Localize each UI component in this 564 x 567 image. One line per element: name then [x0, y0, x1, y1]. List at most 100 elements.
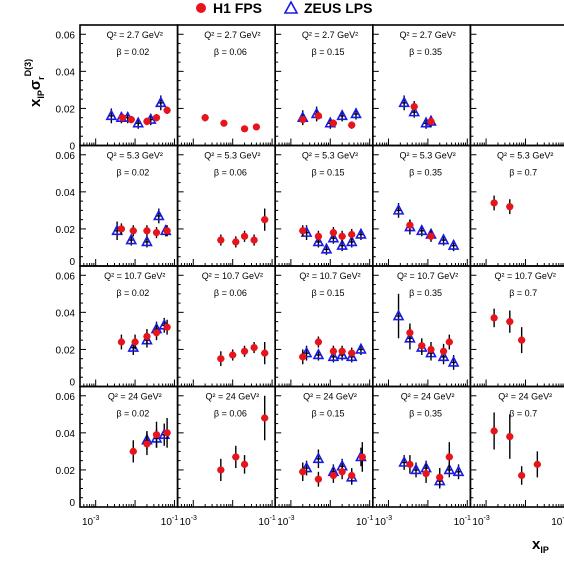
y-tick-label: 0.04: [56, 188, 76, 199]
h1-point: [348, 230, 356, 239]
q2-label: Q² = 10.7 GeV²: [104, 271, 165, 281]
x-tick-exp: -1: [562, 515, 564, 522]
h1-point: [261, 414, 269, 422]
panel-r3-c3: Q² = 10.7 GeV² β = 0.15: [274, 265, 374, 388]
beta-label: β = 0.06: [214, 409, 247, 419]
x-tick-label: 10-3: [180, 515, 197, 528]
h1-point: [240, 125, 249, 133]
h1-point: [118, 114, 127, 122]
h1-point: [240, 232, 249, 240]
h1-point: [143, 332, 151, 341]
h1-point: [152, 114, 161, 122]
zeus-point: [437, 350, 450, 362]
panel-frame: [274, 24, 374, 147]
x-tick-label: 10-1: [356, 515, 373, 528]
h1-point: [490, 427, 498, 435]
x-tick-exp: -1: [172, 515, 178, 522]
zeus-point: [350, 107, 362, 119]
panel-r3-c2: Q² = 10.7 GeV² β = 0.06: [176, 265, 277, 388]
zeus-point: [132, 116, 145, 128]
h1-point: [299, 227, 307, 235]
h1-point: [152, 229, 161, 237]
h1-point: [348, 121, 356, 129]
x-tick-exp: -3: [386, 515, 392, 522]
h1-point: [152, 431, 161, 439]
h1-point: [358, 453, 366, 461]
zeus-point: [452, 465, 465, 477]
h1-point: [490, 199, 498, 207]
zeus-point: [320, 242, 333, 254]
h1-point: [410, 102, 418, 111]
panel-r2-c1: Q² = 5.3 GeV² β = 0.02 0 0.02 0.04 0.06: [56, 144, 179, 268]
x-axis-title-main: x: [532, 536, 541, 553]
zeus-point: [443, 463, 456, 475]
panel-frame: [79, 144, 179, 267]
x-tick-base: 10: [258, 517, 270, 528]
h1-point: [143, 117, 151, 125]
q2-label: Q² = 10.7 GeV²: [299, 271, 360, 281]
x-tick-base: 10: [356, 517, 368, 528]
h1-point: [229, 351, 237, 359]
beta-label: β = 0.15: [312, 168, 345, 178]
h1-point: [250, 343, 258, 352]
h1-point: [163, 323, 171, 331]
panel-frame: [469, 24, 564, 147]
h1-point: [131, 338, 139, 346]
panel-frame: [469, 144, 564, 267]
zeus-point: [327, 350, 340, 362]
q2-label: Q² = 10.7 GeV²: [202, 271, 263, 281]
panel-grid: Q² = 2.7 GeV² β = 0.02 0 0.02 0.04 0.06 Q² = 2…: [56, 24, 564, 528]
zeus-point: [410, 463, 422, 475]
h1-point: [427, 117, 435, 125]
h1-point: [338, 232, 346, 240]
h1-point: [129, 227, 137, 235]
zeus-point: [312, 452, 325, 464]
q2-label: Q² = 2.7 GeV²: [107, 30, 163, 40]
x-tick-label: 10-1: [258, 515, 275, 528]
zeus-point: [336, 238, 348, 250]
h1-point: [299, 115, 307, 124]
h1-point: [338, 347, 346, 355]
q2-label: Q² = 24 GeV²: [303, 392, 357, 402]
h1-point: [252, 123, 261, 131]
h1-point: [348, 349, 356, 357]
q2-label: Q² = 5.3 GeV²: [497, 151, 553, 161]
y-tick-label: 0.06: [56, 151, 76, 162]
panel-r2-c3: Q² = 5.3 GeV² β = 0.15: [274, 144, 374, 267]
h1-point: [314, 232, 323, 240]
q2-label: Q² = 5.3 GeV²: [107, 151, 163, 161]
q2-label: Q² = 2.7 GeV²: [399, 30, 455, 40]
y-tick-label: 0.02: [56, 345, 76, 356]
h1-point: [348, 471, 356, 480]
x-tick-label: 10-1: [551, 515, 564, 528]
beta-label: β = 0.02: [116, 47, 149, 57]
panel-frame: [469, 265, 564, 388]
h1-point: [518, 471, 526, 480]
x-tick-label: 10-3: [472, 515, 489, 528]
x-tick-label: 10-3: [375, 515, 392, 528]
h1-point: [338, 468, 346, 476]
q2-label: Q² = 2.7 GeV²: [204, 30, 260, 40]
q2-label: Q² = 24 GeV²: [498, 392, 552, 402]
x-tick-base: 10: [375, 517, 387, 528]
x-tick-label: 10-3: [277, 515, 294, 528]
y-tick-label: 0: [69, 498, 75, 509]
x-tick-exp: -1: [270, 515, 276, 522]
zeus-point: [336, 348, 348, 360]
zeus-point: [141, 235, 153, 247]
beta-label: β = 0.02: [116, 409, 149, 419]
x-tick-base: 10: [161, 517, 173, 528]
h1-point: [506, 318, 514, 326]
h1-point: [240, 460, 249, 468]
zeus-point: [152, 209, 165, 221]
panel-frame: [469, 385, 564, 508]
h1-point: [506, 432, 514, 441]
x-axis-title: xIP: [532, 536, 549, 555]
q2-label: Q² = 10.7 GeV²: [495, 271, 556, 281]
h1-point: [143, 440, 151, 448]
h1-point: [299, 353, 307, 361]
